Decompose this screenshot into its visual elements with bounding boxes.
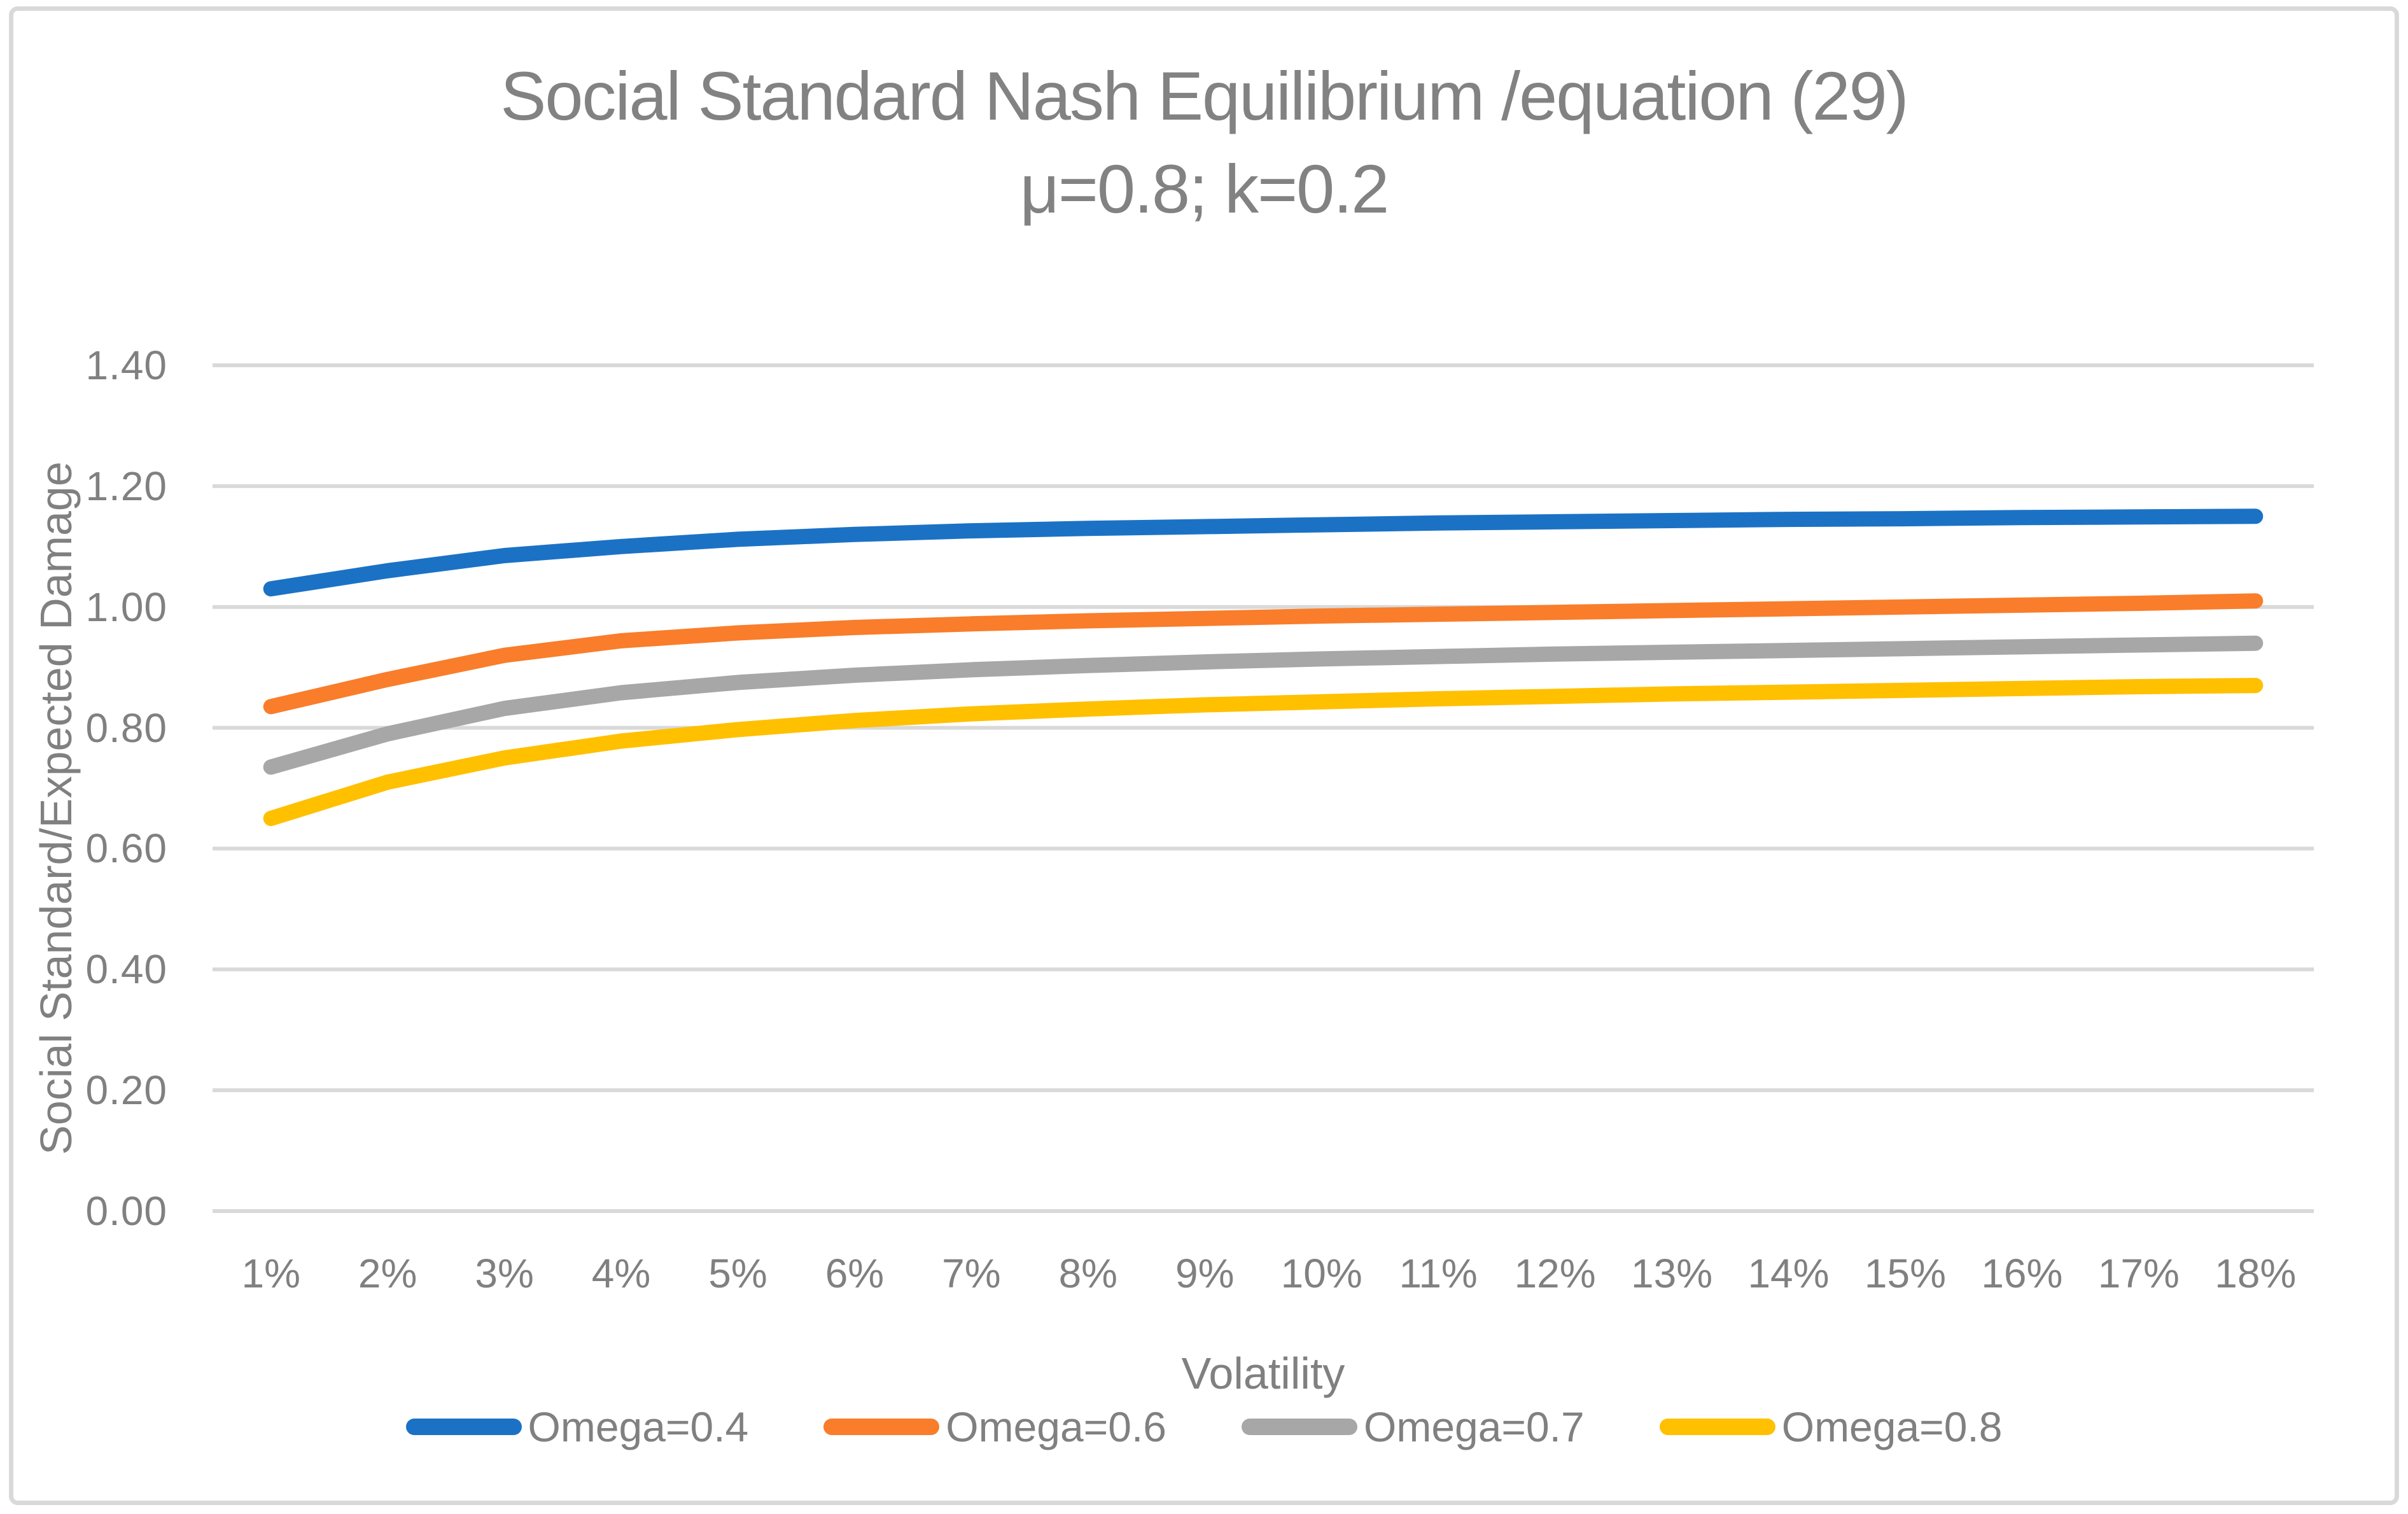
y-axis-title: Social Standard/Expected Damage — [31, 461, 81, 1155]
legend-item-omega-0-6: Omega=0.6 — [823, 1403, 1166, 1450]
x-tick-label: 8% — [1058, 1251, 1118, 1296]
x-tick-label: 13% — [1631, 1251, 1713, 1296]
x-tick-label: 7% — [942, 1251, 1001, 1296]
y-tick-label: 0.80 — [85, 704, 167, 751]
y-tick-label: 1.40 — [85, 342, 167, 388]
series-line-omega-0-4 — [263, 508, 2264, 597]
legend-item-omega-0-8: Omega=0.8 — [1659, 1403, 2003, 1450]
series-line-omega-0-6 — [263, 593, 2264, 715]
x-tick-label: 2% — [358, 1251, 417, 1296]
legend-item-omega-0-7: Omega=0.7 — [1242, 1403, 1585, 1450]
chart-title: Social Standard Nash Equilibrium /equati… — [500, 57, 1908, 134]
x-tick-label: 14% — [1747, 1251, 1830, 1296]
series-line-omega-0-8 — [263, 678, 2264, 826]
chart-subtitle: μ=0.8; k=0.2 — [1019, 150, 1390, 227]
legend-label: Omega=0.7 — [1364, 1403, 1585, 1450]
y-tick-label: 0.40 — [85, 946, 167, 993]
x-tick-label: 1% — [241, 1251, 300, 1296]
x-tick-label: 12% — [1514, 1251, 1596, 1296]
series-line-omega-0-7 — [263, 635, 2264, 775]
x-tick-label: 18% — [2215, 1251, 2297, 1296]
y-tick-label: 1.20 — [85, 463, 167, 509]
legend-label: Omega=0.8 — [1781, 1403, 2003, 1450]
x-tick-label: 4% — [591, 1251, 651, 1296]
x-axis-title: Volatility — [1181, 1349, 1345, 1398]
chart-title-block: Social Standard Nash Equilibrium /equati… — [0, 50, 2408, 235]
legend-label: Omega=0.4 — [528, 1403, 749, 1450]
y-tick-label: 1.00 — [85, 584, 167, 630]
y-tick-label: 0.00 — [85, 1188, 167, 1234]
y-tick-label: 0.20 — [85, 1067, 167, 1114]
x-tick-label: 11% — [1399, 1251, 1478, 1296]
x-tick-label: 9% — [1175, 1251, 1235, 1296]
x-tick-label: 3% — [475, 1251, 534, 1296]
y-tick-label: 0.60 — [85, 825, 167, 872]
plot-area — [213, 363, 2314, 1213]
legend-line-marker-icon — [405, 1419, 522, 1435]
chart-border-frame — [9, 6, 2399, 1505]
legend-line-marker-icon — [1242, 1419, 1357, 1435]
x-tick-label: 10% — [1280, 1251, 1362, 1296]
x-tick-label: 16% — [1981, 1251, 2063, 1296]
legend-label: Omega=0.6 — [946, 1403, 1166, 1450]
legend-item-omega-0-4: Omega=0.4 — [405, 1403, 749, 1450]
legend-line-marker-icon — [823, 1419, 940, 1435]
x-tick-label: 15% — [1864, 1251, 1946, 1296]
x-tick-label: 17% — [2097, 1251, 2180, 1296]
chart-legend: Omega=0.4 Omega=0.6 Omega=0.7 Omega=0.8 — [0, 1403, 2408, 1450]
legend-line-marker-icon — [1659, 1419, 1775, 1435]
x-tick-label: 5% — [708, 1251, 767, 1296]
x-tick-label: 6% — [825, 1251, 885, 1296]
